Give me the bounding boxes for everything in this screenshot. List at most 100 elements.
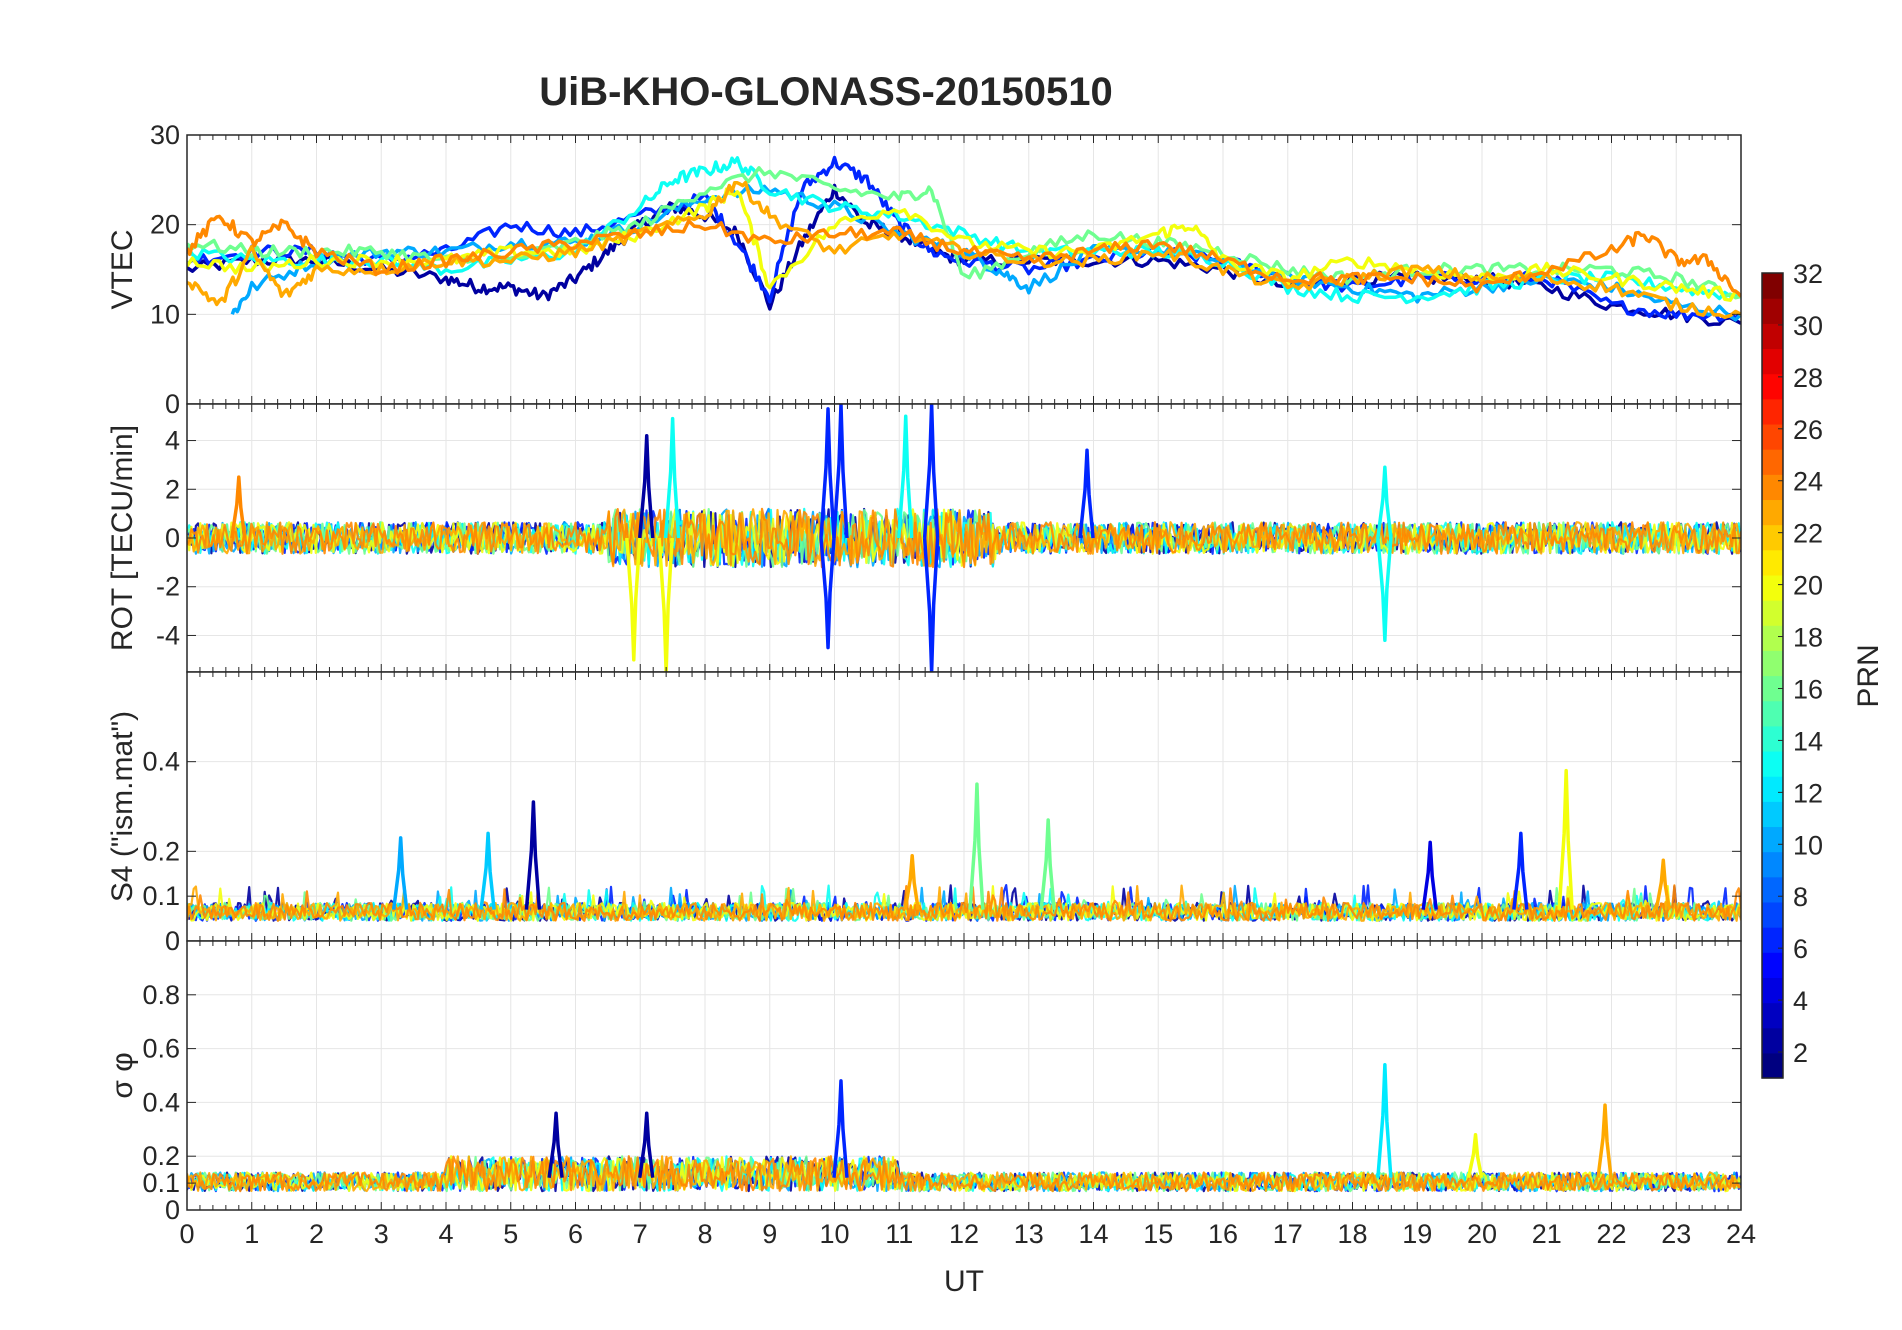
- spike-prn-20: [625, 537, 642, 662]
- x-tick-label: 16: [1208, 1219, 1238, 1249]
- x-tick-label: 17: [1273, 1219, 1303, 1249]
- y-tick-label: 0: [165, 926, 180, 956]
- colorbar-swatch: [1762, 700, 1783, 727]
- series-line-prn-24: [187, 1155, 1741, 1193]
- x-tick-label: 6: [568, 1219, 583, 1249]
- spike-prn-20: [1557, 768, 1574, 910]
- colorbar-swatch: [1762, 398, 1783, 425]
- spike-prn-13: [663, 416, 681, 539]
- colorbar-tick-label: 32: [1793, 259, 1823, 289]
- colorbar-tick-label: 4: [1793, 986, 1808, 1016]
- x-tick-label: 22: [1596, 1219, 1626, 1249]
- colorbar-swatch: [1762, 851, 1783, 878]
- colorbar-swatch: [1762, 423, 1783, 450]
- y-tick-label: -4: [156, 620, 180, 650]
- colorbar-swatch: [1762, 600, 1783, 626]
- spike-prn-13: [1376, 537, 1393, 643]
- x-tick-label: 4: [438, 1219, 453, 1249]
- x-tick-label: 10: [819, 1219, 849, 1249]
- y-tick-label: 20: [150, 210, 180, 240]
- spike-prn-6: [832, 1079, 849, 1178]
- x-tick-label: 20: [1467, 1219, 1497, 1249]
- spike-prn-6: [1078, 448, 1095, 539]
- colorbar-swatch: [1762, 750, 1783, 777]
- x-tick-label: 12: [949, 1219, 979, 1249]
- x-tick-label: 8: [697, 1219, 712, 1249]
- y-tick-label: 0.1: [142, 1168, 180, 1198]
- spike-prn-4: [1421, 840, 1438, 910]
- y-tick-label: 0.4: [142, 747, 180, 777]
- colorbar-tick-label: 16: [1793, 674, 1823, 704]
- colorbar-swatch: [1762, 474, 1783, 501]
- colorbar-swatch: [1762, 1002, 1783, 1029]
- y-tick-label: 0.4: [142, 1087, 180, 1117]
- colorbar-swatch: [1762, 675, 1783, 702]
- x-tick-label: 14: [1078, 1219, 1108, 1249]
- spike-prn-6: [819, 537, 836, 650]
- y-axis-label: σ φ: [106, 1052, 139, 1098]
- colorbar-swatch: [1762, 524, 1783, 551]
- y-tick-label: -2: [156, 572, 180, 602]
- y-axis-label: S4 ("ism.mat"): [106, 711, 139, 902]
- colorbar-swatch: [1762, 549, 1783, 576]
- spike-prn-2: [637, 433, 655, 539]
- colorbar-swatch: [1762, 449, 1783, 475]
- x-tick-label: 24: [1726, 1219, 1756, 1249]
- colorbar-tick-label: 20: [1793, 571, 1823, 601]
- colorbar-tick-label: 26: [1793, 415, 1823, 445]
- series-line-prn-20: [187, 187, 1741, 302]
- colorbar-swatch: [1762, 1027, 1783, 1054]
- spike-prn-13: [896, 414, 914, 539]
- panel-1: 0 10 20 30 VTEC: [106, 120, 1742, 419]
- colorbar-swatch: [1762, 625, 1783, 651]
- series-line-prn-24: [187, 507, 1741, 569]
- spike-prn-10: [391, 836, 409, 910]
- colorbar-tick-label: 6: [1793, 934, 1808, 964]
- y-axis-label: ROT [TECU/min]: [106, 425, 139, 651]
- spike-prn-2: [547, 1111, 564, 1178]
- x-tick-label: 13: [1014, 1219, 1044, 1249]
- spike-prn-23: [1596, 1103, 1613, 1178]
- y-tick-label: 0.1: [142, 881, 180, 911]
- colorbar-swatch: [1762, 725, 1783, 752]
- panel-2: -4 -2 0 2 4 ROT [TECU/min]: [106, 403, 1742, 673]
- y-tick-label: 0.8: [142, 980, 180, 1010]
- colorbar-swatch: [1762, 650, 1783, 677]
- data-layer: [187, 404, 1741, 672]
- spike-prn-23: [903, 854, 920, 910]
- spike-prn-12: [1376, 1062, 1393, 1178]
- series-line-prn-10: [230, 184, 1741, 322]
- series-line-prn-24: [187, 884, 1741, 922]
- spike-prn-16: [968, 782, 985, 910]
- panel-4: 00.10.20.40.60.8σ φ0 1 2 3 4 5 6 7 8 9 10 11 12 13 14 1…: [106, 940, 1756, 1249]
- y-tick-label: 0: [165, 389, 180, 419]
- colorbar-swatch: [1762, 952, 1783, 978]
- x-tick-label: 9: [762, 1219, 777, 1249]
- x-axis-label: UT: [944, 1265, 984, 1298]
- colorbar-swatch: [1762, 826, 1783, 853]
- colorbar-swatch: [1762, 927, 1783, 953]
- spike-prn-6: [1512, 831, 1529, 910]
- colorbar-tick-label: 14: [1793, 726, 1823, 756]
- colorbar-swatch: [1762, 977, 1783, 1004]
- x-tick-label: 3: [374, 1219, 389, 1249]
- series-line-prn-16: [187, 1155, 1741, 1193]
- y-tick-label: 0.2: [142, 836, 180, 866]
- colorbar-tick-label: 30: [1793, 311, 1823, 341]
- colorbar-tick-label: 12: [1793, 778, 1823, 808]
- x-tick-label: 0: [179, 1219, 194, 1249]
- spike-prn-23: [1654, 858, 1672, 910]
- x-tick-label: 7: [633, 1219, 648, 1249]
- spike-prn-6: [922, 537, 940, 672]
- y-tick-label: 2: [165, 474, 180, 504]
- y-tick-label: 0.2: [142, 1141, 180, 1171]
- colorbar-tick-label: 8: [1793, 882, 1808, 912]
- spike-prn-2: [637, 1111, 655, 1178]
- x-tick-label: 1: [244, 1219, 259, 1249]
- x-tick-label: 21: [1532, 1219, 1562, 1249]
- x-tick-label: 11: [885, 1219, 913, 1249]
- y-tick-label: 0.6: [142, 1034, 180, 1064]
- x-tick-label: 15: [1143, 1219, 1173, 1249]
